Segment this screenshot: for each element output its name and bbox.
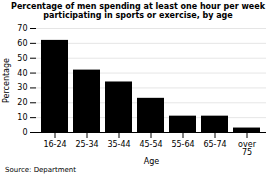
svg-text:20: 20 bbox=[17, 99, 27, 108]
svg-text:40: 40 bbox=[17, 69, 27, 78]
svg-text:30: 30 bbox=[17, 84, 27, 93]
svg-text:over75: over75 bbox=[238, 141, 257, 158]
html-text:Percentage of men spending at: Percentage of men spending at least one … bbox=[11, 2, 265, 21]
svg-text:10: 10 bbox=[17, 114, 27, 123]
svg-text:25-34: 25-34 bbox=[75, 141, 98, 150]
svg-text:Percentage: Percentage bbox=[2, 58, 11, 103]
svg-text:60: 60 bbox=[17, 39, 27, 48]
svg-text:50: 50 bbox=[17, 54, 27, 63]
svg-text:55-64: 55-64 bbox=[171, 141, 194, 150]
html-text:Source: Department: Source: Department bbox=[5, 166, 76, 175]
svg-text:0: 0 bbox=[22, 128, 27, 137]
svg-text:35-44: 35-44 bbox=[107, 141, 130, 150]
svg-text:65-74: 65-74 bbox=[203, 141, 226, 150]
svg-text:70: 70 bbox=[17, 24, 27, 33]
svg-text:45-54: 45-54 bbox=[139, 141, 162, 150]
svg-text:Age: Age bbox=[144, 157, 160, 166]
svg-text:16-24: 16-24 bbox=[43, 141, 66, 150]
